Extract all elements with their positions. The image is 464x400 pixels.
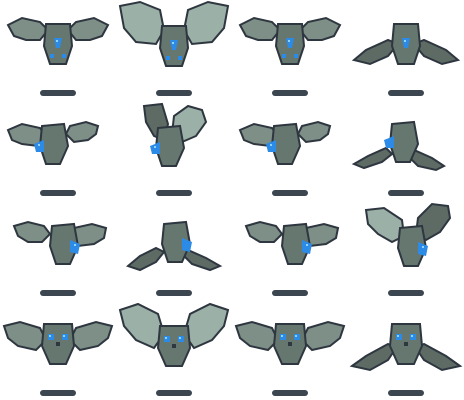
- sprite-frame-r1c3: [232, 0, 348, 100]
- owl-flight-sprite: [6, 120, 100, 165]
- ground-shadow: [272, 290, 308, 296]
- owl-flight-sprite: [364, 202, 452, 267]
- owl-flight-sprite: [2, 320, 114, 365]
- ground-shadow: [156, 90, 192, 96]
- sprite-frame-r2c1: [0, 100, 116, 200]
- sprite-frame-r3c1: [0, 200, 116, 300]
- owl-flight-sprite: [142, 102, 208, 167]
- ground-shadow: [388, 390, 424, 396]
- owl-flight-sprite: [6, 16, 110, 65]
- ground-shadow: [272, 90, 308, 96]
- sprite-frame-r2c2: [116, 100, 232, 200]
- sprite-frame-r2c4: [348, 100, 464, 200]
- owl-flight-sprite: [351, 23, 461, 66]
- sprite-frame-r4c2: [116, 300, 232, 400]
- sprite-frame-r3c4: [348, 200, 464, 300]
- owl-flight-sprite: [244, 220, 340, 265]
- ground-shadow: [388, 90, 424, 96]
- owl-flight-sprite: [12, 220, 108, 265]
- sprite-frame-r1c1: [0, 0, 116, 100]
- ground-shadow: [156, 190, 192, 196]
- owl-flight-sprite: [349, 323, 463, 372]
- ground-shadow: [272, 390, 308, 396]
- ground-shadow: [388, 190, 424, 196]
- ground-shadow: [40, 390, 76, 396]
- sprite-frame-r1c4: [348, 0, 464, 100]
- sprite-frame-r4c4: [348, 300, 464, 400]
- sprite-frame-r1c2: [116, 0, 232, 100]
- ground-shadow: [156, 290, 192, 296]
- ground-shadow: [156, 390, 192, 396]
- owl-flight-sprite: [118, 0, 230, 67]
- ground-shadow: [272, 190, 308, 196]
- owl-flight-sprite: [118, 302, 230, 367]
- sprite-frame-r4c3: [232, 300, 348, 400]
- ground-shadow: [388, 290, 424, 296]
- sprite-frame-r2c3: [232, 100, 348, 200]
- owl-flight-sprite: [351, 120, 446, 172]
- sprite-frame-r3c3: [232, 200, 348, 300]
- ground-shadow: [40, 290, 76, 296]
- sprite-frame-r4c1: [0, 300, 116, 400]
- sprite-frame-r3c2: [116, 200, 232, 300]
- owl-flight-sprite: [238, 16, 342, 65]
- owl-flight-sprite: [234, 320, 346, 365]
- ground-shadow: [40, 190, 76, 196]
- owl-flight-sprite: [238, 120, 332, 165]
- ground-shadow: [40, 90, 76, 96]
- owl-flight-sprite: [125, 220, 223, 272]
